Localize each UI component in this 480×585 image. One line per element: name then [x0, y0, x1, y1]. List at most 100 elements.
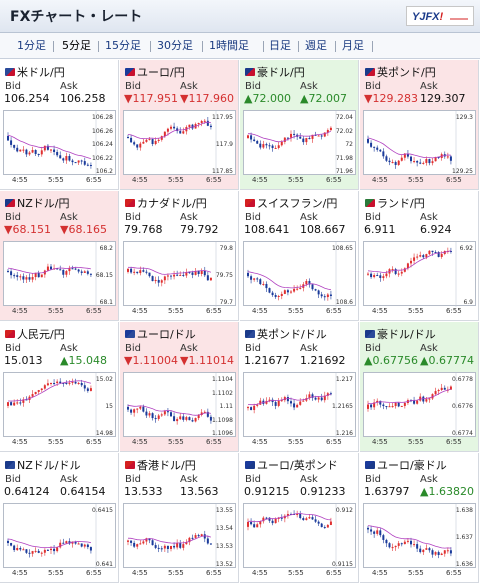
candle-body — [31, 394, 34, 397]
candle-chart[interactable]: 6.92 6.9 — [363, 241, 476, 307]
tab-15min[interactable]: 15分足 — [105, 39, 141, 52]
chart-svg — [7, 504, 97, 569]
pair-name[interactable]: 豪ドル/円 — [245, 64, 305, 80]
pair-name[interactable]: ユーロ/英ポンド — [245, 457, 338, 473]
y-tick-label: 71.96 — [335, 168, 353, 175]
candle-body — [385, 273, 388, 277]
pair-name[interactable]: カナダドル/円 — [125, 195, 207, 211]
candle-body — [280, 400, 283, 402]
candle-body — [305, 518, 308, 521]
rate-panel[interactable]: ユーロ/英ポンド Bid Ask 0.91215 0.91233 0.912 0.9115 4… — [240, 453, 359, 583]
tab-5min[interactable]: 5分足 — [62, 39, 91, 52]
rate-panel[interactable]: ユーロ/豪ドル Bid Ask 1.63797 ▲1.63820 1.638 1.637 1.… — [360, 453, 479, 583]
rate-panel[interactable]: 米ドル/円 Bid Ask 106.254 106.258 106.28 106.26 106… — [0, 60, 119, 190]
candle-chart[interactable]: 1.217 1.2165 1.216 — [243, 372, 356, 438]
pair-name[interactable]: スイスフラン/円 — [245, 195, 337, 211]
pair-name[interactable]: 人民元/円 — [5, 326, 65, 342]
tab-daily[interactable]: 日足 — [269, 39, 291, 52]
candle-body — [43, 145, 46, 151]
candle-chart[interactable]: 72.04 72.02 72 71.98 71.96 — [243, 110, 356, 176]
pair-name[interactable]: NZドル/円 — [5, 195, 69, 211]
candle-body — [127, 540, 129, 542]
chart-svg — [127, 242, 217, 307]
candle-chart[interactable]: 1.1104 1.1102 1.11 1.1098 1.1096 — [123, 372, 236, 438]
candle-body — [370, 273, 373, 278]
rate-panel[interactable]: 人民元/円 Bid Ask 15.013 ▲15.048 15.02 15 14.98 4:55… — [0, 322, 119, 452]
candle-body — [203, 534, 206, 539]
tab-1min[interactable]: 1分足 — [17, 39, 46, 52]
x-tick-label: 4:55 — [12, 176, 28, 184]
tab-1hour[interactable]: 1時間足 — [209, 39, 249, 52]
candle-body — [277, 400, 280, 406]
moving-average-line — [7, 538, 91, 549]
rate-panel[interactable]: 英ポンド/ドル Bid Ask 1.21677 1.21692 1.217 1.2165 1.… — [240, 322, 359, 452]
candle-chart[interactable]: 68.2 68.15 68.1 — [3, 241, 116, 307]
candle-body — [326, 130, 329, 133]
pair-name[interactable]: NZドル/ドル — [5, 457, 80, 473]
candle-body — [422, 162, 425, 164]
candle-body — [370, 142, 373, 147]
pair-name[interactable]: 米ドル/円 — [5, 64, 65, 80]
candle-chart[interactable]: 15.02 15 14.98 — [3, 372, 116, 438]
candle-body — [286, 397, 289, 402]
candle-chart[interactable]: 0.912 0.9115 — [243, 503, 356, 569]
candle-body — [136, 544, 139, 547]
rate-panel[interactable]: ランド/円 Bid Ask 6.911 6.924 6.92 6.9 4:55 5:55 6:55 — [360, 191, 479, 321]
rate-panel[interactable]: 豪ドル/ドル Bid Ask ▲0.67756 ▲0.67774 0.6778 0.6776… — [360, 322, 479, 452]
candle-body — [413, 544, 416, 546]
candle-chart[interactable]: 13.55 13.54 13.53 13.52 — [123, 503, 236, 569]
chart-svg — [367, 504, 457, 569]
pair-name[interactable]: 英ポンド/円 — [365, 64, 436, 80]
rate-panel[interactable]: NZドル/ドル Bid Ask 0.64124 0.64154 0.6415 0.641 4:… — [0, 453, 119, 583]
candle-body — [139, 270, 142, 274]
candle-body — [7, 402, 9, 406]
candle-chart[interactable]: 106.28 106.26 106.24 106.22 106.2 — [3, 110, 116, 176]
pair-name[interactable]: ユーロ/円 — [125, 64, 185, 80]
yjfx-logo[interactable]: YJFX! — [406, 6, 474, 26]
pair-name[interactable]: 豪ドル/ドル — [365, 326, 436, 342]
tab-30min[interactable]: 30分足 — [157, 39, 193, 52]
rate-panel[interactable]: ユーロ/ドル Bid Ask ▼1.11004 ▼1.11014 1.1104 1.1102… — [120, 322, 239, 452]
candle-body — [163, 276, 166, 281]
tab-weekly[interactable]: 週足 — [305, 39, 327, 52]
pair-name[interactable]: ユーロ/ドル — [125, 326, 196, 342]
candle-body — [311, 394, 314, 398]
app-header: FXチャート・レート YJFX! — [0, 0, 480, 33]
candle-body — [59, 155, 62, 159]
candle-body — [403, 541, 406, 545]
candle-chart[interactable]: 108.65 108.6 — [243, 241, 356, 307]
rate-panel[interactable]: NZドル/円 Bid Ask ▼68.151 ▼68.165 68.2 68.15 68.1 4… — [0, 191, 119, 321]
rate-panel[interactable]: カナダドル/円 Bid Ask 79.768 79.792 79.8 79.75 79.7 4:… — [120, 191, 239, 321]
candle-body — [16, 547, 19, 551]
rate-panel[interactable]: 豪ドル/円 Bid Ask ▲72.000 ▲72.007 72.04 72.02 72 71.… — [240, 60, 359, 190]
candle-body — [317, 397, 320, 400]
tab-monthly[interactable]: 月足 — [342, 39, 364, 52]
pair-name[interactable]: 英ポンド/ドル — [245, 326, 327, 342]
candle-chart[interactable]: 1.638 1.637 1.636 — [363, 503, 476, 569]
moving-average-line — [8, 380, 92, 402]
candle-body — [299, 287, 302, 289]
pair-name[interactable]: 香港ドル/円 — [125, 457, 196, 473]
candle-chart[interactable]: 117.95 117.9 117.85 — [123, 110, 236, 176]
candle-chart[interactable]: 0.6415 0.641 — [3, 503, 116, 569]
pair-name[interactable]: ユーロ/豪ドル — [365, 457, 447, 473]
pair-name[interactable]: ランド/円 — [365, 195, 425, 211]
candle-body — [16, 147, 19, 152]
bid-label: Bid — [125, 474, 141, 485]
candle-chart[interactable]: 0.6778 0.6776 0.6774 — [363, 372, 476, 438]
rate-panel[interactable]: スイスフラン/円 Bid Ask 108.641 108.667 108.65 108.6 4… — [240, 191, 359, 321]
candle-body — [40, 274, 43, 278]
rate-panel[interactable]: 英ポンド/円 Bid Ask ▼129.283 129.307 129.3 129.25 4:… — [360, 60, 479, 190]
candle-body — [434, 552, 437, 555]
moving-average-line — [247, 271, 331, 291]
rate-panel[interactable]: ユーロ/円 Bid Ask ▼117.951 ▼117.960 117.95 117.9 11… — [120, 60, 239, 190]
candle-body — [379, 530, 382, 536]
candle-chart[interactable]: 129.3 129.25 — [363, 110, 476, 176]
candle-chart[interactable]: 79.8 79.75 79.7 — [123, 241, 236, 307]
candle-body — [16, 402, 19, 404]
candle-body — [170, 275, 172, 277]
rate-panel[interactable]: 香港ドル/円 Bid Ask 13.533 13.563 13.55 13.54 13.53 1… — [120, 453, 239, 583]
ask-value: ▲15.048 — [60, 354, 107, 367]
x-tick-label: 4:55 — [252, 307, 268, 315]
ask-value: 129.307 — [420, 92, 466, 105]
